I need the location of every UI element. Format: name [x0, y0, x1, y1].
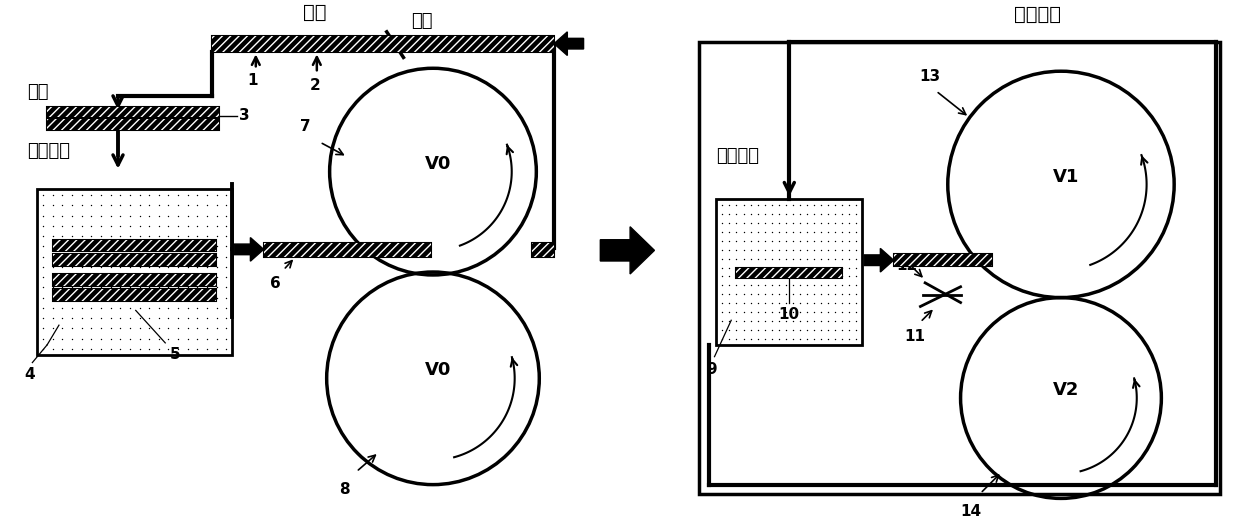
- Bar: [532, 244, 554, 257]
- Bar: [53, 274, 217, 286]
- Text: 9: 9: [707, 362, 717, 377]
- Bar: [53, 254, 217, 266]
- Polygon shape: [554, 32, 584, 56]
- Polygon shape: [234, 237, 264, 261]
- Bar: [894, 254, 992, 266]
- Bar: [212, 36, 554, 51]
- Bar: [737, 268, 842, 278]
- Bar: [47, 119, 219, 130]
- Text: V1: V1: [1053, 168, 1079, 185]
- Text: 6: 6: [270, 276, 281, 291]
- Bar: [894, 254, 992, 266]
- Text: 12: 12: [897, 258, 918, 273]
- Text: 异步札制: 异步札制: [1014, 5, 1061, 24]
- Text: V0: V0: [425, 362, 451, 379]
- Polygon shape: [864, 248, 894, 272]
- Bar: [37, 189, 232, 355]
- Text: 3: 3: [239, 108, 249, 123]
- Text: V2: V2: [1053, 381, 1079, 399]
- Bar: [47, 119, 219, 130]
- Text: 折叠: 折叠: [27, 83, 48, 101]
- Bar: [717, 199, 862, 345]
- Bar: [53, 239, 217, 252]
- Text: 深冷处理: 深冷处理: [27, 142, 71, 160]
- Bar: [264, 244, 432, 257]
- Bar: [53, 274, 217, 286]
- Text: 10: 10: [779, 308, 800, 322]
- Bar: [47, 107, 219, 117]
- Bar: [47, 107, 219, 117]
- Bar: [53, 254, 217, 266]
- Polygon shape: [600, 227, 655, 274]
- Text: 1: 1: [248, 73, 258, 88]
- Bar: [212, 36, 554, 51]
- Text: 2: 2: [310, 78, 320, 93]
- Text: 4: 4: [24, 366, 35, 381]
- Bar: [699, 42, 1220, 495]
- Bar: [53, 289, 217, 301]
- Bar: [53, 239, 217, 252]
- Text: V0: V0: [425, 155, 451, 173]
- Text: 8: 8: [339, 482, 350, 497]
- Text: 11: 11: [905, 329, 926, 344]
- Bar: [53, 289, 217, 301]
- Text: 13: 13: [920, 69, 941, 84]
- Text: 深冷处理: 深冷处理: [717, 147, 759, 165]
- Bar: [532, 244, 554, 257]
- Bar: [737, 268, 842, 278]
- Text: 14: 14: [960, 504, 981, 519]
- Text: 5: 5: [170, 347, 181, 362]
- Bar: [264, 244, 432, 257]
- Text: 切割: 切割: [303, 3, 326, 22]
- Text: 7: 7: [300, 119, 310, 134]
- Text: 札制: 札制: [412, 12, 433, 30]
